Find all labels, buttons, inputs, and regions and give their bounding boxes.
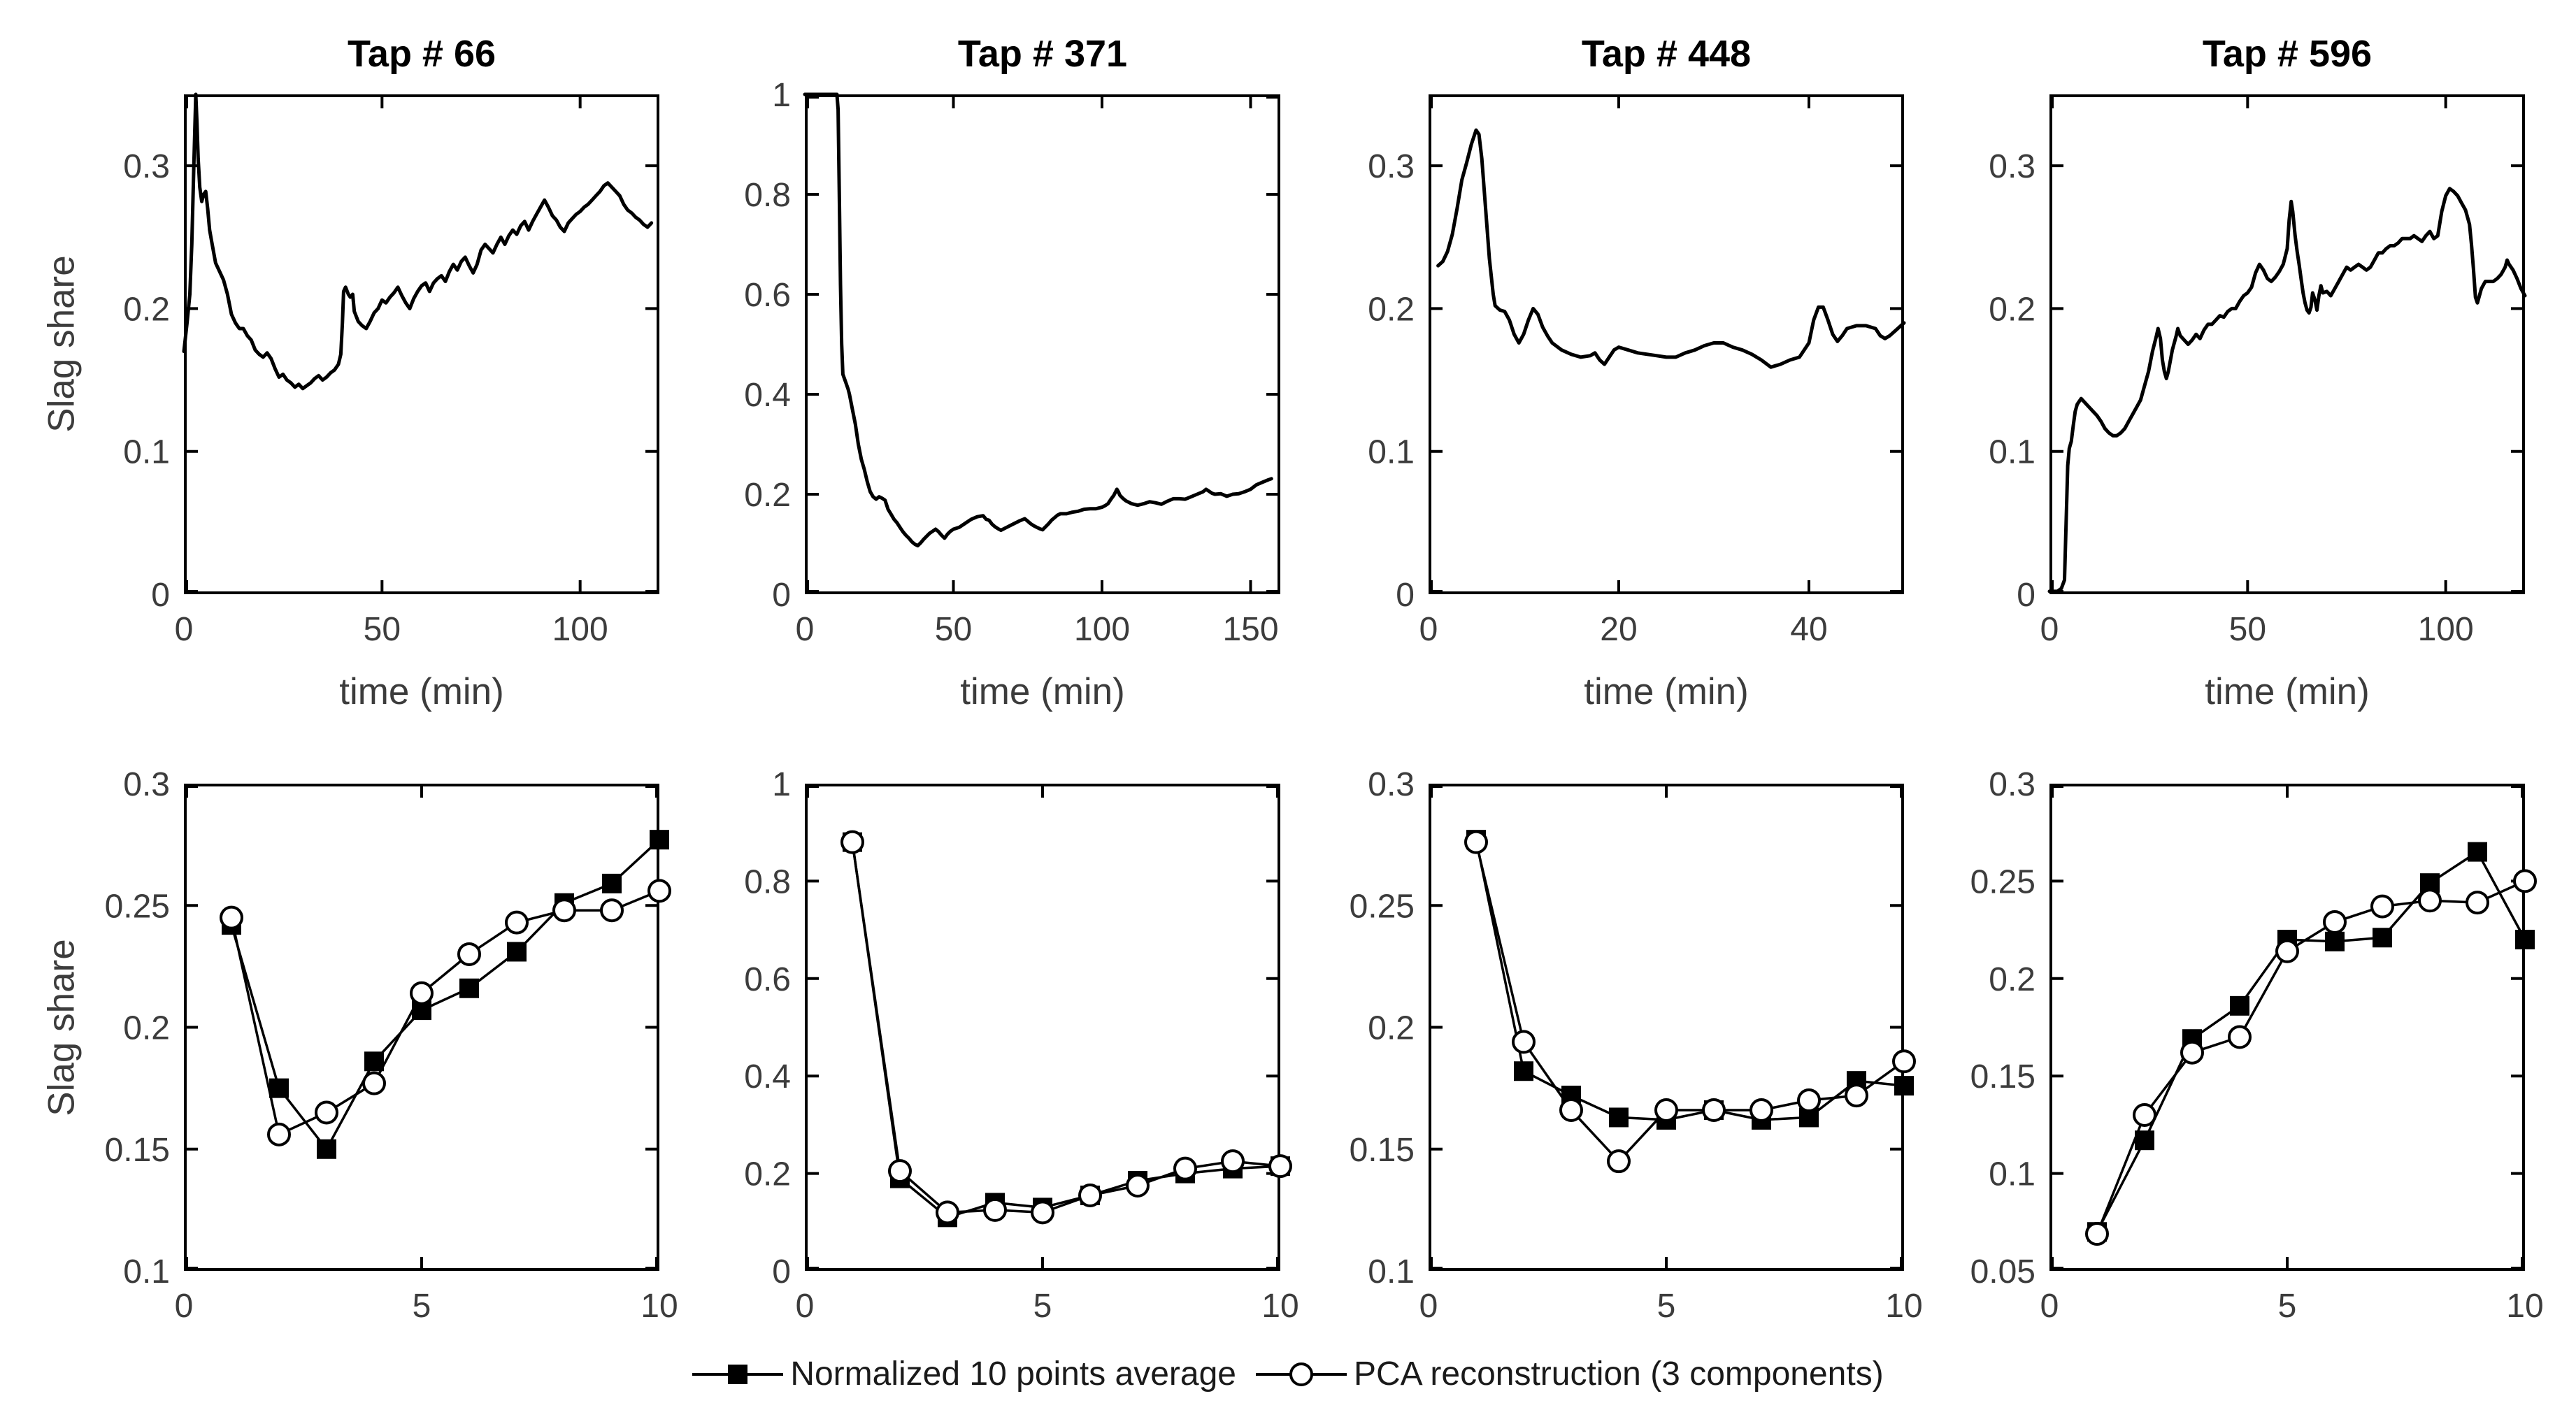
svg-text:10: 10 bbox=[1885, 1288, 1922, 1325]
svg-text:50: 50 bbox=[2229, 611, 2266, 648]
svg-text:20: 20 bbox=[1600, 611, 1637, 648]
legend-label-normalized-average: Normalized 10 points average bbox=[790, 1355, 1236, 1393]
svg-text:0.2: 0.2 bbox=[123, 291, 170, 328]
svg-text:0.1: 0.1 bbox=[1368, 434, 1415, 471]
chart-svg-tap-448-timeseries: 0 20 40 0 0.1 0.2 0.3 bbox=[1368, 94, 1906, 648]
svg-text:1: 1 bbox=[772, 766, 791, 803]
svg-text:0: 0 bbox=[772, 1253, 791, 1290]
plot-area-tap-596-average: 0 5 10 0.05 0.1 0.15 0.2 0.25 0.3 bbox=[1970, 766, 2544, 1325]
svg-text:0.2: 0.2 bbox=[1989, 961, 2035, 998]
svg-text:5: 5 bbox=[2278, 1288, 2297, 1325]
svg-text:0.2: 0.2 bbox=[1989, 291, 2035, 328]
plot-area-tap-596-timeseries: 0 50 100 0 0.1 0.2 0.3 bbox=[1989, 94, 2527, 648]
svg-text:150: 150 bbox=[1222, 611, 1278, 648]
svg-text:10: 10 bbox=[641, 1288, 678, 1325]
plot-title-tap-448: Tap # 448 bbox=[1581, 33, 1752, 75]
plot-area-tap-66-timeseries: 0 50 100 0 0.1 0.2 0.3 bbox=[123, 92, 659, 648]
svg-text:40: 40 bbox=[1790, 611, 1827, 648]
legend-item-pca-reconstruction: PCA reconstruction (3 components) bbox=[1256, 1355, 1884, 1393]
svg-text:50: 50 bbox=[935, 611, 972, 648]
xlabel-tap-448: time (min) bbox=[1584, 671, 1749, 712]
svg-text:0.6: 0.6 bbox=[744, 277, 791, 314]
svg-text:0.3: 0.3 bbox=[1368, 148, 1415, 185]
svg-text:0.1: 0.1 bbox=[123, 434, 170, 471]
svg-text:0.15: 0.15 bbox=[1970, 1058, 2035, 1095]
svg-text:0.1: 0.1 bbox=[123, 1253, 170, 1290]
ylabel-top-row-slag-share: Slag share bbox=[41, 255, 83, 433]
svg-text:5: 5 bbox=[413, 1288, 431, 1325]
svg-text:0.2: 0.2 bbox=[744, 1156, 791, 1193]
svg-text:10: 10 bbox=[1261, 1288, 1298, 1325]
svg-text:1: 1 bbox=[772, 77, 791, 114]
svg-text:0.15: 0.15 bbox=[1350, 1132, 1415, 1169]
svg-text:0.25: 0.25 bbox=[105, 888, 170, 925]
plot-area-tap-66-average: 0 5 10 0.1 0.15 0.2 0.25 0.3 bbox=[105, 766, 678, 1325]
svg-text:10: 10 bbox=[2506, 1288, 2543, 1325]
svg-text:0.4: 0.4 bbox=[744, 1058, 791, 1095]
chart-svg-tap-371-timeseries: 0 50 100 150 0 0.2 0.4 0.6 0.8 1 bbox=[744, 77, 1280, 648]
svg-text:0.2: 0.2 bbox=[744, 477, 791, 514]
svg-text:0: 0 bbox=[796, 611, 815, 648]
plot-title-tap-371: Tap # 371 bbox=[957, 33, 1128, 75]
svg-text:0.3: 0.3 bbox=[1989, 148, 2035, 185]
svg-text:0: 0 bbox=[175, 1288, 194, 1325]
svg-text:0.8: 0.8 bbox=[744, 177, 791, 214]
chart-svg-tap-66-timeseries: 0 50 100 0 0.1 0.2 0.3 bbox=[123, 92, 659, 648]
ylabel-bottom-row-slag-share: Slag share bbox=[41, 939, 83, 1116]
svg-text:5: 5 bbox=[1657, 1288, 1676, 1325]
plot-area-tap-371-timeseries: 0 50 100 150 0 0.2 0.4 0.6 0.8 1 bbox=[744, 77, 1280, 648]
svg-text:0: 0 bbox=[1396, 577, 1415, 614]
svg-text:0.8: 0.8 bbox=[744, 863, 791, 900]
svg-text:0: 0 bbox=[2017, 577, 2035, 614]
plot-area-tap-448-timeseries: 0 20 40 0 0.1 0.2 0.3 bbox=[1368, 94, 1906, 648]
plot-title-tap-66: Tap # 66 bbox=[347, 33, 496, 75]
open-circle-marker-icon bbox=[1256, 1362, 1347, 1386]
svg-text:0: 0 bbox=[796, 1288, 815, 1325]
svg-text:100: 100 bbox=[1074, 611, 1130, 648]
plot-title-tap-596: Tap # 596 bbox=[2202, 33, 2373, 75]
svg-text:0.1: 0.1 bbox=[1989, 1156, 2035, 1193]
xlabel-tap-66: time (min) bbox=[339, 671, 504, 712]
svg-text:0.05: 0.05 bbox=[1970, 1253, 2035, 1290]
legend-label-pca-reconstruction: PCA reconstruction (3 components) bbox=[1354, 1355, 1884, 1393]
chart-svg-tap-448-average: 0 5 10 0.1 0.15 0.2 0.25 0.3 bbox=[1350, 766, 1923, 1325]
svg-text:0: 0 bbox=[2040, 611, 2059, 648]
svg-text:0: 0 bbox=[175, 611, 194, 648]
svg-text:0: 0 bbox=[1419, 1288, 1438, 1325]
chart-svg-tap-66-average: 0 5 10 0.1 0.15 0.2 0.25 0.3 bbox=[105, 766, 678, 1325]
svg-text:0.2: 0.2 bbox=[123, 1010, 170, 1047]
legend-item-normalized-average: Normalized 10 points average bbox=[692, 1355, 1236, 1393]
svg-text:0.3: 0.3 bbox=[1989, 766, 2035, 803]
svg-text:0.6: 0.6 bbox=[744, 961, 791, 998]
svg-text:0: 0 bbox=[772, 577, 791, 614]
svg-text:0.4: 0.4 bbox=[744, 377, 791, 414]
svg-text:0: 0 bbox=[1419, 611, 1438, 648]
svg-text:100: 100 bbox=[552, 611, 608, 648]
xlabel-tap-371: time (min) bbox=[960, 671, 1125, 712]
chart-svg-tap-371-average: 0 5 10 0 0.2 0.4 0.6 0.8 1 bbox=[744, 766, 1298, 1325]
svg-text:50: 50 bbox=[364, 611, 401, 648]
svg-text:5: 5 bbox=[1033, 1288, 1052, 1325]
svg-text:0.3: 0.3 bbox=[1368, 766, 1415, 803]
svg-text:0: 0 bbox=[2040, 1288, 2059, 1325]
plot-area-tap-448-average: 0 5 10 0.1 0.15 0.2 0.25 0.3 bbox=[1350, 766, 1923, 1325]
chart-svg-tap-596-timeseries: 0 50 100 0 0.1 0.2 0.3 bbox=[1989, 94, 2527, 648]
svg-text:0.3: 0.3 bbox=[123, 766, 170, 803]
svg-text:0.1: 0.1 bbox=[1368, 1253, 1415, 1290]
svg-text:0.2: 0.2 bbox=[1368, 1010, 1415, 1047]
chart-svg-tap-596-average: 0 5 10 0.05 0.1 0.15 0.2 0.25 0.3 bbox=[1970, 766, 2544, 1325]
chart-legend: Normalized 10 points average PCA reconst… bbox=[0, 1355, 2576, 1393]
svg-text:100: 100 bbox=[2418, 611, 2474, 648]
plot-area-tap-371-average: 0 5 10 0 0.2 0.4 0.6 0.8 1 bbox=[744, 766, 1298, 1325]
xlabel-tap-596: time (min) bbox=[2205, 671, 2370, 712]
svg-text:0.2: 0.2 bbox=[1368, 291, 1415, 328]
svg-text:0.25: 0.25 bbox=[1350, 888, 1415, 925]
svg-text:0: 0 bbox=[151, 577, 170, 614]
filled-square-marker-icon bbox=[692, 1364, 784, 1384]
svg-text:0.15: 0.15 bbox=[105, 1132, 170, 1169]
svg-text:0.25: 0.25 bbox=[1970, 863, 2035, 900]
svg-text:0.1: 0.1 bbox=[1989, 434, 2035, 471]
svg-text:0.3: 0.3 bbox=[123, 148, 170, 185]
